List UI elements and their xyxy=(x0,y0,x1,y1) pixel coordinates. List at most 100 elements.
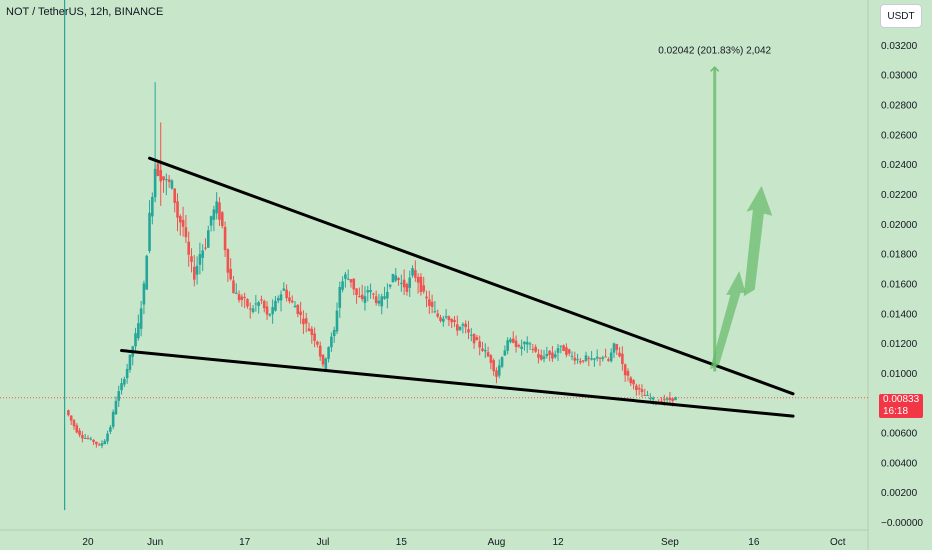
candle-body xyxy=(635,385,638,391)
y-tick-label: 0.01000 xyxy=(881,369,918,380)
candle-body xyxy=(553,354,557,358)
candle-body xyxy=(472,334,476,344)
candle-body xyxy=(173,188,177,203)
candle-body xyxy=(576,359,579,361)
candle-body xyxy=(506,340,509,351)
candle-body xyxy=(565,347,568,355)
candle-body xyxy=(69,415,73,421)
candle-body xyxy=(313,333,316,341)
candle-body xyxy=(120,383,123,391)
candle-body xyxy=(109,427,112,432)
candle-body xyxy=(397,278,400,280)
candle-body xyxy=(523,341,526,345)
candle-body xyxy=(260,299,263,301)
candle-body xyxy=(341,281,344,290)
y-tick-label: 0.02600 xyxy=(881,130,918,141)
candle-body xyxy=(604,356,607,358)
candle-body xyxy=(321,354,325,365)
candle-body xyxy=(276,298,280,301)
candle-body xyxy=(176,201,179,218)
candle-body xyxy=(363,296,367,303)
candle-body xyxy=(223,226,227,251)
candle-body xyxy=(442,318,445,322)
candle-body xyxy=(100,443,104,446)
candle-body xyxy=(495,370,498,377)
candle-body xyxy=(411,268,414,276)
currency-label: USDT xyxy=(887,10,915,22)
candle-body xyxy=(419,276,423,293)
candle-body xyxy=(268,314,272,316)
chart-title: NOT / TetherUS, 12h, BINANCE xyxy=(6,6,164,18)
candle-body xyxy=(282,288,286,291)
candle-body xyxy=(489,355,493,363)
wedge-trendline xyxy=(148,156,795,396)
candle-body xyxy=(539,354,543,360)
candle-body xyxy=(201,250,204,258)
candle-body xyxy=(612,343,616,353)
candle-body xyxy=(450,318,454,323)
candle-body xyxy=(528,343,532,345)
x-tick-label: Jul xyxy=(317,537,330,548)
candle-body xyxy=(346,278,350,280)
candle-body xyxy=(234,292,238,294)
candle-body xyxy=(220,212,224,227)
candle-body xyxy=(75,425,79,433)
candle-body xyxy=(461,324,465,326)
candle-body xyxy=(274,300,277,311)
candle-body xyxy=(665,398,669,400)
candle-body xyxy=(206,230,210,248)
y-tick-label: 0.02000 xyxy=(881,220,918,231)
candle-body xyxy=(453,319,456,323)
candle-body xyxy=(187,241,191,255)
candle-body xyxy=(534,346,537,352)
candle-body xyxy=(316,341,319,345)
candle-body xyxy=(609,352,613,362)
candle-body xyxy=(248,308,252,310)
target-arrow-head xyxy=(710,66,720,72)
candle-body xyxy=(335,310,339,332)
candle-body xyxy=(455,324,459,331)
candle-body xyxy=(537,354,540,358)
currency-button[interactable]: USDT xyxy=(880,4,922,28)
candle-body xyxy=(226,249,230,273)
candle-body xyxy=(626,371,630,376)
candle-body xyxy=(148,212,151,252)
candle-body xyxy=(464,323,467,328)
candle-body xyxy=(629,377,633,384)
candle-body xyxy=(551,352,554,359)
candle-body xyxy=(548,350,551,355)
candle-body xyxy=(481,348,484,351)
candle-body xyxy=(128,354,132,370)
candle-body xyxy=(556,348,560,353)
projection-arrow xyxy=(743,185,773,297)
y-tick-label: 0.01200 xyxy=(881,339,918,350)
candle-body xyxy=(593,358,596,360)
candle-body xyxy=(383,296,386,299)
candle-body xyxy=(402,279,406,288)
candle-body xyxy=(671,398,675,402)
last-price-value: 0.00833 xyxy=(883,394,920,405)
candle-body xyxy=(142,283,146,305)
candle-body xyxy=(181,219,185,227)
x-tick-label: Oct xyxy=(830,537,846,548)
candle-body xyxy=(584,355,588,361)
candle-body xyxy=(218,202,221,220)
candle-body xyxy=(525,341,529,345)
y-tick-label: 0.02400 xyxy=(881,160,918,171)
candle-body xyxy=(570,355,574,357)
candle-body xyxy=(425,296,428,299)
candle-body xyxy=(366,290,370,293)
y-tick-label: 0.01600 xyxy=(881,279,918,290)
candle-body xyxy=(668,397,672,401)
candle-body xyxy=(243,296,246,298)
candle-body xyxy=(111,411,115,427)
candle-body xyxy=(436,313,440,317)
y-tick-label: 0.00400 xyxy=(881,458,918,469)
candle-body xyxy=(469,334,473,336)
candle-body xyxy=(643,394,647,396)
candle-body xyxy=(344,274,347,279)
candle-body xyxy=(145,255,149,290)
candle-body xyxy=(447,316,451,321)
candle-body xyxy=(279,294,283,301)
